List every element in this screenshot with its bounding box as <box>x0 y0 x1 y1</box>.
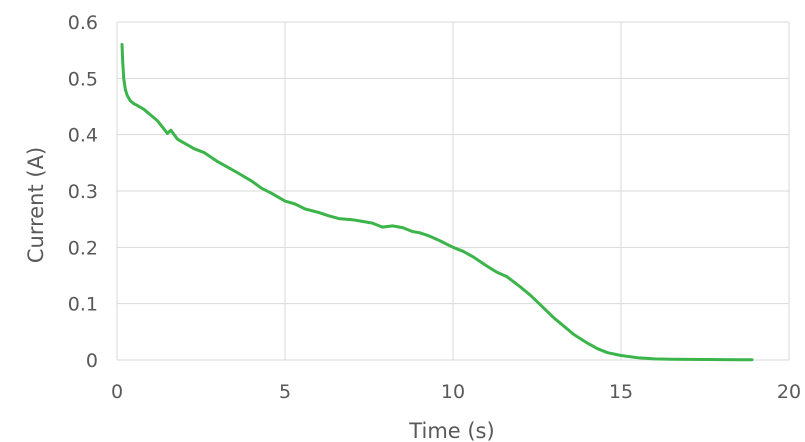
y-tick-labels: 0 0.1 0.2 0.3 0.4 0.5 0.6 <box>68 12 98 372</box>
x-tick-label: 10 <box>441 381 465 403</box>
gridlines <box>116 21 790 361</box>
x-axis-title: Time (s) <box>408 419 494 442</box>
y-tick-label: 0.3 <box>68 181 98 203</box>
x-tick-labels: 0 5 10 15 20 <box>111 381 801 403</box>
x-tick-label: 0 <box>111 381 123 403</box>
y-tick-label: 0.1 <box>68 294 98 316</box>
y-tick-label: 0.6 <box>68 12 98 34</box>
x-tick-label: 15 <box>609 381 633 403</box>
plot-series <box>120 43 754 362</box>
y-tick-label: 0.2 <box>68 237 98 259</box>
x-tick-label: 20 <box>777 381 801 403</box>
y-tick-label: 0 <box>86 350 98 372</box>
x-tick-label: 5 <box>279 381 291 403</box>
y-tick-label: 0.4 <box>68 125 98 147</box>
y-axis-title: Current (A) <box>24 147 48 263</box>
current-series-line <box>120 43 754 362</box>
y-tick-label: 0.5 <box>68 68 98 90</box>
